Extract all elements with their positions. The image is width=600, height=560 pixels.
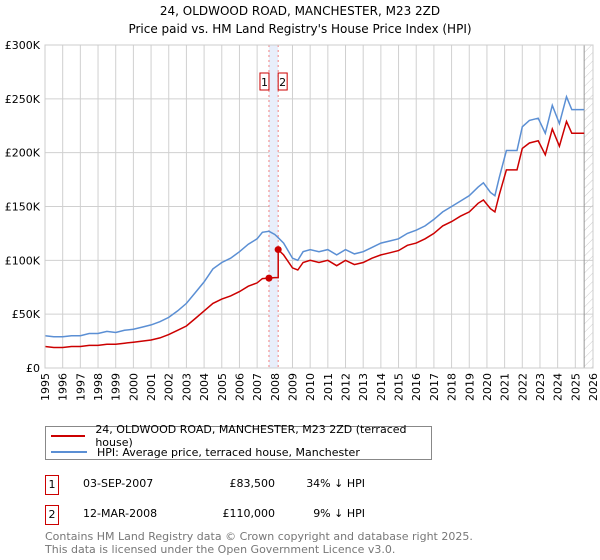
x-tick-label: 2024 xyxy=(552,373,565,401)
x-tick-label: 2005 xyxy=(216,373,229,401)
x-tick-label: 2017 xyxy=(428,373,441,401)
y-tick-label: £300K xyxy=(5,39,41,52)
sale-marker-box xyxy=(259,72,270,91)
x-tick-label: 2011 xyxy=(322,373,335,401)
sale-hpi-diff: 9% ↓ HPI xyxy=(313,507,365,520)
price-chart: 24, OLDWOOD ROAD, MANCHESTER, M23 2ZD Pr… xyxy=(5,4,600,401)
sale-date: 12-MAR-2008 xyxy=(83,507,158,520)
chart-subtitle: Price paid vs. HM Land Registry's House … xyxy=(128,22,471,36)
y-tick-label: £200K xyxy=(5,147,41,160)
x-tick-label: 2008 xyxy=(269,373,282,401)
sale-date: 03-SEP-2007 xyxy=(83,477,154,490)
legend-item-hpi: HPI: Average price, terraced house, Manc… xyxy=(51,444,360,460)
red-line-swatch xyxy=(51,435,86,437)
footer: Contains HM Land Registry data © Crown c… xyxy=(45,530,473,556)
hpi-line xyxy=(44,94,585,338)
legend: 24, OLDWOOD ROAD, MANCHESTER, M23 2ZD (t… xyxy=(45,423,432,460)
x-tick-label: 2021 xyxy=(499,373,512,401)
property-price-line xyxy=(44,119,585,349)
x-tick-label: 2000 xyxy=(127,373,140,401)
sale-badge: 2 xyxy=(45,505,59,525)
x-tick-label: 1996 xyxy=(57,373,70,401)
x-tick-label: 2004 xyxy=(198,373,211,401)
x-tick-label: 2020 xyxy=(481,373,494,401)
x-tick-label: 1995 xyxy=(39,373,52,401)
sale-price: £110,000 xyxy=(222,507,276,520)
chart-title: 24, OLDWOOD ROAD, MANCHESTER, M23 2ZD xyxy=(160,4,440,18)
sale-point xyxy=(274,246,282,254)
blue-line-swatch xyxy=(51,451,87,453)
x-tick-label: 2010 xyxy=(304,373,317,401)
sale-marker-label: 1 xyxy=(261,76,268,89)
x-tick-label: 2014 xyxy=(375,373,388,401)
x-tick-label: 2013 xyxy=(357,373,370,401)
sale-row-2: 2 12-MAR-2008 £110,000 9% ↓ HPI xyxy=(45,505,465,525)
legend-item-property: 24, OLDWOOD ROAD, MANCHESTER, M23 2ZD (t… xyxy=(51,423,431,449)
sale-marker-label: 2 xyxy=(279,76,286,89)
sale-hpi-diff: 34% ↓ HPI xyxy=(306,477,365,490)
y-tick-label: £250K xyxy=(5,93,41,106)
plot-border xyxy=(44,44,594,369)
x-tick-label: 1997 xyxy=(74,373,87,401)
x-tick-label: 1998 xyxy=(92,373,105,401)
x-tick-label: 2012 xyxy=(340,373,353,401)
sale-marker-box xyxy=(277,72,288,91)
x-tick-label: 2016 xyxy=(410,373,423,401)
sale-badge: 1 xyxy=(45,475,59,495)
legend-label: 24, OLDWOOD ROAD, MANCHESTER, M23 2ZD (t… xyxy=(95,423,407,449)
x-tick-label: 2001 xyxy=(145,373,158,401)
footer-line: This data is licensed under the Open Gov… xyxy=(45,543,396,556)
y-tick-label: £0 xyxy=(26,362,40,375)
sale-row-1: 1 03-SEP-2007 £83,500 34% ↓ HPI xyxy=(45,475,465,495)
legend-label: HPI: Average price, terraced house, Manc… xyxy=(97,445,360,459)
x-tick-label: 2006 xyxy=(233,373,246,401)
y-tick-label: £100K xyxy=(5,254,41,267)
sale-period-band xyxy=(268,45,279,368)
footer-line: Contains HM Land Registry data © Crown c… xyxy=(45,530,473,543)
x-tick-label: 2015 xyxy=(393,373,406,401)
x-tick-label: 2022 xyxy=(516,373,529,401)
x-tick-label: 2002 xyxy=(163,373,176,401)
x-tick-label: 1999 xyxy=(110,373,123,401)
forecast-region xyxy=(584,45,593,368)
x-tick-label: 2018 xyxy=(446,373,459,401)
x-tick-label: 2019 xyxy=(463,373,476,401)
sale-price: £83,500 xyxy=(229,477,276,490)
x-tick-label: 2003 xyxy=(180,373,193,401)
y-tick-label: £150K xyxy=(5,201,41,214)
x-tick-label: 2025 xyxy=(569,373,582,401)
x-tick-label: 2026 xyxy=(587,373,600,401)
x-tick-label: 2023 xyxy=(534,373,547,401)
sale-point xyxy=(265,274,273,282)
x-tick-label: 2007 xyxy=(251,373,264,401)
x-tick-label: 2009 xyxy=(286,373,299,401)
y-tick-label: £50K xyxy=(12,308,41,321)
